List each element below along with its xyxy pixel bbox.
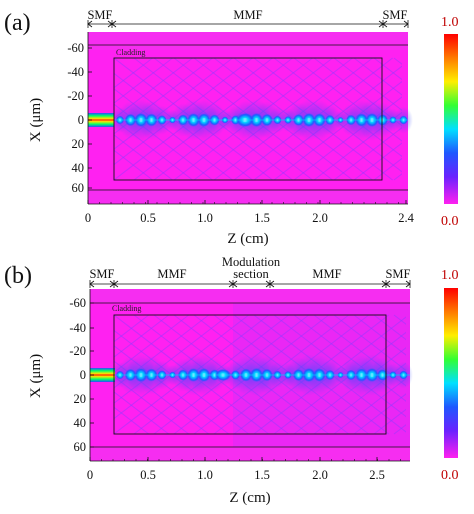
interference-ray (114, 57, 193, 120)
x-axis-title: Z (cm) (229, 490, 270, 506)
interference-ray (353, 314, 406, 356)
x-tick-label: 0 (85, 211, 91, 225)
section-label-smf: SMF (89, 267, 114, 281)
x-axis: 0 0.5 1.0 1.5 2.0 2.4 Z (cm) (85, 200, 415, 247)
y-tick-label: 60 (74, 440, 87, 454)
core-boundary (113, 314, 387, 435)
input-beam (88, 113, 114, 127)
y-axis-title: X (μm) (28, 98, 44, 142)
colorbar-max-label: 1.0 (441, 268, 459, 283)
core-boundary (113, 57, 383, 181)
x-tick-label: 1.5 (254, 468, 270, 482)
interference-ray (333, 57, 402, 112)
interference-ray (114, 149, 153, 181)
interference-ray (353, 142, 402, 181)
section-label-smf: SMF (385, 267, 410, 281)
section-label-smf: SMF (382, 8, 407, 22)
x-tick-label: 2.5 (369, 468, 385, 482)
x-axis: 0 0.5 1.0 1.5 2.0 2.5 Z (cm) (87, 457, 410, 506)
interference-ray (114, 314, 150, 343)
x-tick-label: 0 (87, 468, 93, 482)
colorbar: 1.0 0.0 (441, 15, 459, 229)
input-beam (90, 368, 115, 382)
x-tick-label: 0.5 (140, 211, 156, 225)
y-tick-label: -60 (69, 296, 86, 310)
panel-label: (b) (4, 263, 32, 289)
interference-ray (114, 314, 190, 374)
colorbar-max-label: 1.0 (441, 15, 459, 30)
interference-ray (114, 314, 170, 358)
y-tick-label: 0 (80, 368, 86, 382)
section-label-mmf: MMF (233, 8, 262, 22)
panel-label: (a) (4, 10, 31, 36)
y-tick-label: 40 (74, 416, 87, 430)
field-plot: Cladding (90, 289, 413, 461)
colorbar-gradient (444, 288, 458, 458)
x-tick-label: 1.0 (197, 211, 213, 225)
section-label-mmf: MMF (157, 267, 186, 281)
x-tick-label: 2.0 (312, 211, 328, 225)
colorbar-min-label: 0.0 (441, 468, 459, 483)
cladding-label: Cladding (116, 48, 145, 57)
interference-ray (333, 126, 402, 181)
x-tick-label: 1.0 (197, 468, 213, 482)
interference-ray (333, 377, 406, 435)
intensity-spots (114, 113, 408, 127)
y-tick-label: -20 (69, 344, 86, 358)
x-tick-label: 2.0 (312, 468, 328, 482)
field-plot: Cladding (88, 32, 413, 204)
y-tick-label: -40 (67, 65, 84, 79)
interference-ray (353, 393, 406, 435)
cladding-label: Cladding (112, 304, 141, 313)
y-tick-label: -40 (69, 321, 86, 335)
interference-ray (333, 314, 406, 372)
interference-ray (114, 406, 150, 435)
y-tick-label: -20 (67, 89, 84, 103)
interference-ray (114, 375, 190, 435)
interference-ray (373, 314, 406, 341)
colorbar-min-label: 0.0 (441, 214, 459, 229)
section-bar: SMF MMF SMF (87, 8, 409, 28)
interference-ray (373, 157, 402, 181)
y-tick-label: 20 (72, 137, 85, 151)
section-bar: SMF MMF Modulation section MMF SMF (89, 255, 411, 288)
y-tick-label: -60 (67, 41, 84, 55)
interference-ray (114, 57, 153, 89)
y-axis-title: X (μm) (28, 354, 44, 398)
interference-ray (114, 118, 193, 181)
x-tick-label: 2.4 (398, 211, 414, 225)
intensity-spots (114, 368, 410, 382)
y-tick-label: 20 (74, 392, 87, 406)
interference-ray (353, 57, 402, 96)
colorbar: 1.0 0.0 (441, 268, 459, 483)
y-tick-label: 40 (72, 161, 85, 175)
y-axis: -60 -40 -20 0 20 40 60 X (μm) (28, 32, 92, 204)
section-label-modulation: Modulation (222, 255, 281, 269)
interference-ray (114, 134, 173, 181)
x-axis-title: Z (cm) (227, 231, 268, 247)
y-axis: -60 -40 -20 0 20 40 60 X (μm) (28, 289, 94, 461)
section-label-mmf: MMF (312, 267, 341, 281)
colorbar-gradient (444, 34, 458, 204)
y-tick-label: 60 (72, 181, 85, 195)
interference-ray (373, 408, 406, 435)
panel-b: (b) SMF MMF Modulation section MMF SMF (4, 255, 459, 506)
x-tick-label: 1.5 (254, 211, 270, 225)
x-tick-label: 0.5 (140, 468, 156, 482)
interference-ray (114, 57, 173, 104)
panel-a: (a) SMF MMF SMF Cladding (4, 8, 459, 247)
y-tick-label: 0 (78, 113, 84, 127)
section-label-section: section (233, 267, 269, 281)
interference-ray (114, 391, 170, 435)
section-label-smf: SMF (87, 8, 112, 22)
interference-ray (373, 57, 402, 81)
